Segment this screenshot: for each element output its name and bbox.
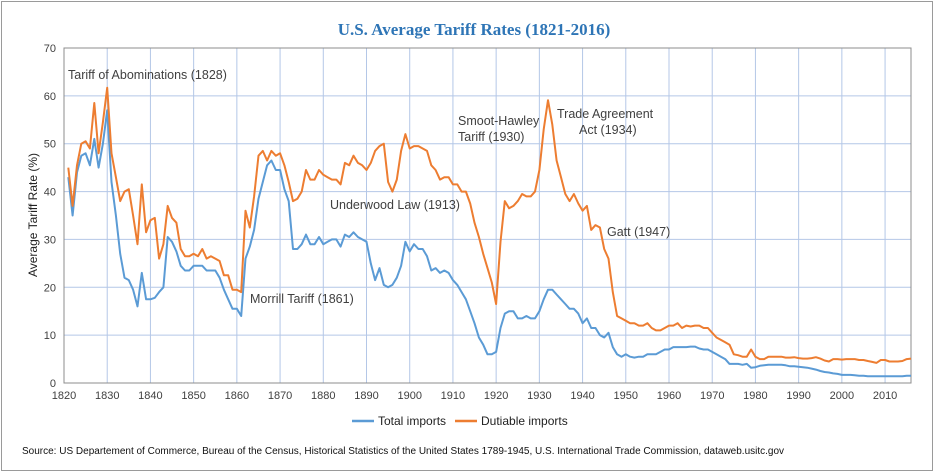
annotation-morrill: Morrill Tariff (1861) bbox=[250, 292, 354, 306]
x-tick-label: 1870 bbox=[268, 390, 292, 402]
x-tick-label: 1910 bbox=[441, 390, 465, 402]
annotations: Tariff of Abominations (1828) Smoot-Hawle… bbox=[68, 68, 670, 306]
annotation-line: Underwood Law (1913) bbox=[330, 198, 460, 212]
y-tick-label: 70 bbox=[44, 43, 56, 55]
y-tick-label: 10 bbox=[44, 330, 56, 342]
x-tick-label: 1950 bbox=[614, 390, 638, 402]
y-axis-label: Average Tariff Rate (%) bbox=[26, 153, 40, 277]
x-tick-label: 1960 bbox=[657, 390, 681, 402]
x-tick-label: 1970 bbox=[700, 390, 724, 402]
x-tick-label: 1890 bbox=[354, 390, 378, 402]
y-tick-label: 50 bbox=[44, 139, 56, 151]
annotation-smoot: Smoot-Hawley Tariff (1930) bbox=[458, 114, 540, 144]
annotation-line: Smoot-Hawley bbox=[458, 114, 540, 128]
plot-area-border bbox=[63, 47, 912, 384]
annotation-line: Tariff of Abominations (1828) bbox=[68, 68, 227, 82]
x-tick-label: 2010 bbox=[873, 390, 897, 402]
total-imports-line bbox=[67, 109, 911, 378]
x-tick-label: 1830 bbox=[95, 390, 119, 402]
y-tick-label: 40 bbox=[44, 187, 56, 199]
x-tick-label: 1920 bbox=[484, 390, 508, 402]
legend-label: Dutiable imports bbox=[481, 414, 568, 428]
annotation-gatt: Gatt (1947) bbox=[607, 225, 670, 239]
annotation-line: Trade Agreement bbox=[557, 107, 654, 121]
y-tick-label: 60 bbox=[44, 91, 56, 103]
x-tick-label: 1990 bbox=[786, 390, 810, 402]
x-tick-labels: 1820 1830 1840 1850 1860 1870 1880 1890 1900 1910… bbox=[52, 390, 898, 402]
chart-title: U.S. Average Tariff Rates (1821-2016) bbox=[338, 20, 611, 39]
annotation-line: Morrill Tariff (1861) bbox=[250, 292, 354, 306]
annotation-line: Tariff (1930) bbox=[458, 130, 524, 144]
legend-label: Total imports bbox=[378, 414, 446, 428]
annotation-underwood: Underwood Law (1913) bbox=[330, 198, 460, 212]
x-tick-label: 1980 bbox=[743, 390, 767, 402]
x-tick-label: 1900 bbox=[397, 390, 421, 402]
source-note: Source: US Departement of Commerce, Bure… bbox=[22, 446, 784, 457]
gridlines bbox=[63, 47, 912, 384]
x-tick-label: 2000 bbox=[830, 390, 854, 402]
y-tick-label: 0 bbox=[50, 378, 56, 390]
annotation-abominations: Tariff of Abominations (1828) bbox=[68, 68, 227, 82]
annotation-trade: Trade Agreement Act (1934) bbox=[557, 107, 654, 137]
series-lines bbox=[67, 86, 912, 378]
y-tick-label: 30 bbox=[44, 234, 56, 246]
dutiable-imports-line bbox=[67, 86, 912, 364]
x-tick-label: 1940 bbox=[570, 390, 594, 402]
y-tick-label: 20 bbox=[44, 282, 56, 294]
annotation-line: Act (1934) bbox=[579, 123, 637, 137]
legend: Total imports Dutiable imports bbox=[352, 414, 568, 428]
x-tick-label: 1930 bbox=[527, 390, 551, 402]
x-tick-label: 1860 bbox=[225, 390, 249, 402]
x-tick-label: 1880 bbox=[311, 390, 335, 402]
annotation-line: Gatt (1947) bbox=[607, 225, 670, 239]
x-tick-label: 1850 bbox=[181, 390, 205, 402]
x-tick-label: 1840 bbox=[138, 390, 162, 402]
x-tick-label: 1820 bbox=[52, 390, 76, 402]
y-tick-labels: 0 10 20 30 40 50 60 70 bbox=[44, 43, 56, 390]
